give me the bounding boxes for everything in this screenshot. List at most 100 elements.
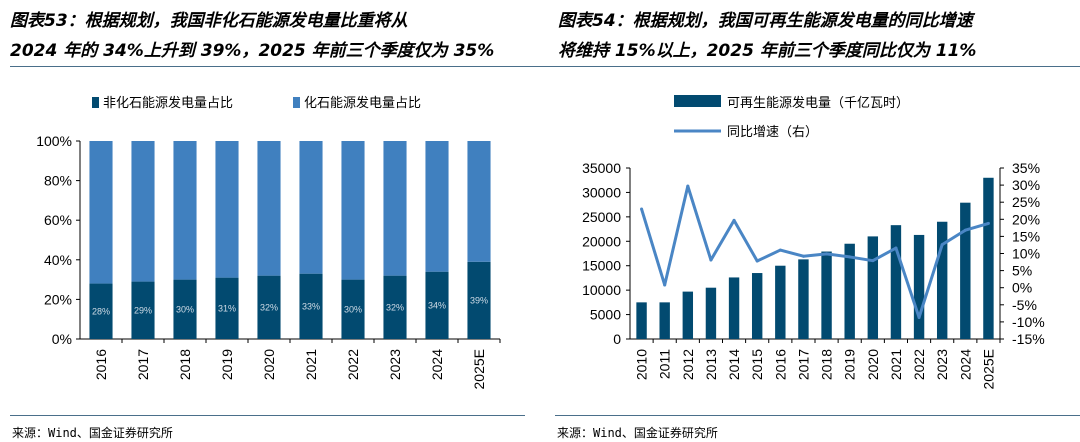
bar-generation-2025E [983,177,994,339]
x-tick-label: 2020 [865,349,881,380]
growth-point-2013 [709,258,713,262]
y-tick-label: 0% [52,331,72,347]
data-label: 29% [134,305,152,315]
y-right-tick-label: 25% [1012,194,1040,210]
data-label: 32% [386,302,404,312]
y-tick-label: 40% [44,252,72,268]
growth-point-2021 [894,246,898,250]
data-label: 39% [470,295,488,305]
data-label: 33% [302,301,320,311]
growth-line [640,184,989,319]
right-title-line1: 图表54：根据规划，我国可再生能源发电量的同比增速 [558,11,973,31]
x-tick-label: 2015 [749,349,765,380]
x-tick-label: 2017 [795,349,811,380]
y-left-tick-label: 35000 [582,160,621,176]
x-tick-label: 2012 [680,349,696,380]
growth-point-2022 [917,315,921,319]
bar-generation-2014 [728,277,740,339]
x-tick-label: 2021 [888,349,904,380]
y-right-tick-label: 15% [1012,228,1040,244]
x-tick-label: 2025E [471,349,487,389]
x-tick-label: 2025E [980,349,996,389]
y-left-tick-label: 0 [613,331,621,347]
y-right-tick-label: 35% [1012,160,1040,176]
x-tick-label: 2024 [957,349,973,380]
x-tick-label: 2020 [261,349,277,380]
y-left-tick-label: 25000 [582,209,621,225]
x-tick-label: 2017 [135,349,151,380]
x-tick-label: 2021 [303,349,319,380]
growth-point-2023 [940,243,944,247]
x-tick-label: 2018 [819,349,835,380]
data-label: 34% [428,300,446,310]
x-tick-label: 2022 [345,349,361,380]
legend-label-generation: 可再生能源发电量（千亿瓦时） [727,95,909,110]
bar-fossil-2020 [257,141,281,276]
growth-point-2011 [663,283,667,287]
bar-nonfossil-2016 [89,283,113,339]
x-tick-label: 2023 [387,349,403,380]
bar-fossil-2018 [173,141,197,280]
x-tick-label: 2011 [657,349,673,379]
y-tick-label: 20% [44,291,72,307]
bar-nonfossil-2024 [425,271,449,339]
y-right-tick-label: -10% [1012,314,1045,330]
bar-generation-2016 [775,265,786,339]
y-right-tick-label: 20% [1012,211,1040,227]
bar-nonfossil-2020 [257,275,281,339]
left-chart-title: 图表53：根据规划，我国非化石能源发电量比重将从 2024 年的 34%上升到 … [10,6,494,66]
bar-nonfossil-2018 [173,279,197,339]
bar-nonfossil-2025E [467,261,491,339]
bar-fossil-2022 [341,141,365,280]
title-divider [10,66,1080,67]
bar-generation-2024 [960,202,971,339]
bar-generation-2018 [821,251,832,339]
x-tick-label: 2022 [911,349,927,380]
growth-point-2012 [686,184,690,188]
bar-generation-2021 [890,225,902,339]
bar-generation-2019 [844,243,855,339]
data-label: 30% [344,304,362,314]
bar-generation-2010 [636,302,647,339]
right-footer-divider [555,415,1080,416]
x-tick-label: 2018 [177,349,193,380]
bar-nonfossil-2022 [341,279,365,339]
x-tick-label: 2016 [772,349,788,380]
bar-fossil-2016 [89,141,113,284]
legend-label-growth: 同比增速（右） [727,124,818,139]
x-tick-label: 2019 [842,349,858,380]
data-label: 28% [92,306,110,316]
x-tick-label: 2019 [219,349,235,380]
bar-fossil-2025E [467,141,491,262]
growth-point-2017 [801,254,805,258]
x-tick-label: 2024 [429,349,445,380]
left-footer-divider [10,415,525,416]
growth-point-2015 [755,259,759,263]
right-source: 来源：Wind、国金证券研究所 [557,426,718,440]
growth-point-2014 [732,218,736,222]
data-label: 31% [218,303,236,313]
growth-point-2025E [986,221,990,225]
bar-generation-2020 [867,236,879,339]
left-title-line2: 2024 年的 34%上升到 39%，2025 年前三个季度仅为 35% [10,41,495,61]
left-title-line1: 图表53：根据规划，我国非化石能源发电量比重将从 [10,11,408,31]
growth-point-2010 [640,207,644,211]
y-tick-label: 60% [44,212,72,228]
bar-fossil-2023 [383,141,407,276]
bar-generation-2023 [936,221,948,339]
legend-swatch-nonfossil [92,97,99,108]
legend-label-fossil: 化石能源发电量占比 [304,95,421,110]
bar-generation-2013 [705,287,717,339]
y-right-tick-label: 30% [1012,177,1040,193]
bar-fossil-2019 [215,141,239,278]
legend-swatch-generation [674,95,721,107]
bar-nonfossil-2017 [131,281,155,339]
bar-generation-2017 [798,259,809,339]
data-label: 30% [176,304,194,314]
data-label: 32% [260,302,278,312]
bar-fossil-2024 [425,141,449,272]
x-tick-label: 2023 [934,349,950,380]
right-chart-title: 图表54：根据规划，我国可再生能源发电量的同比增速 将维持 15%以上，2025… [558,6,976,66]
bar-generation-2012 [682,291,694,339]
y-right-tick-label: -5% [1012,297,1037,313]
